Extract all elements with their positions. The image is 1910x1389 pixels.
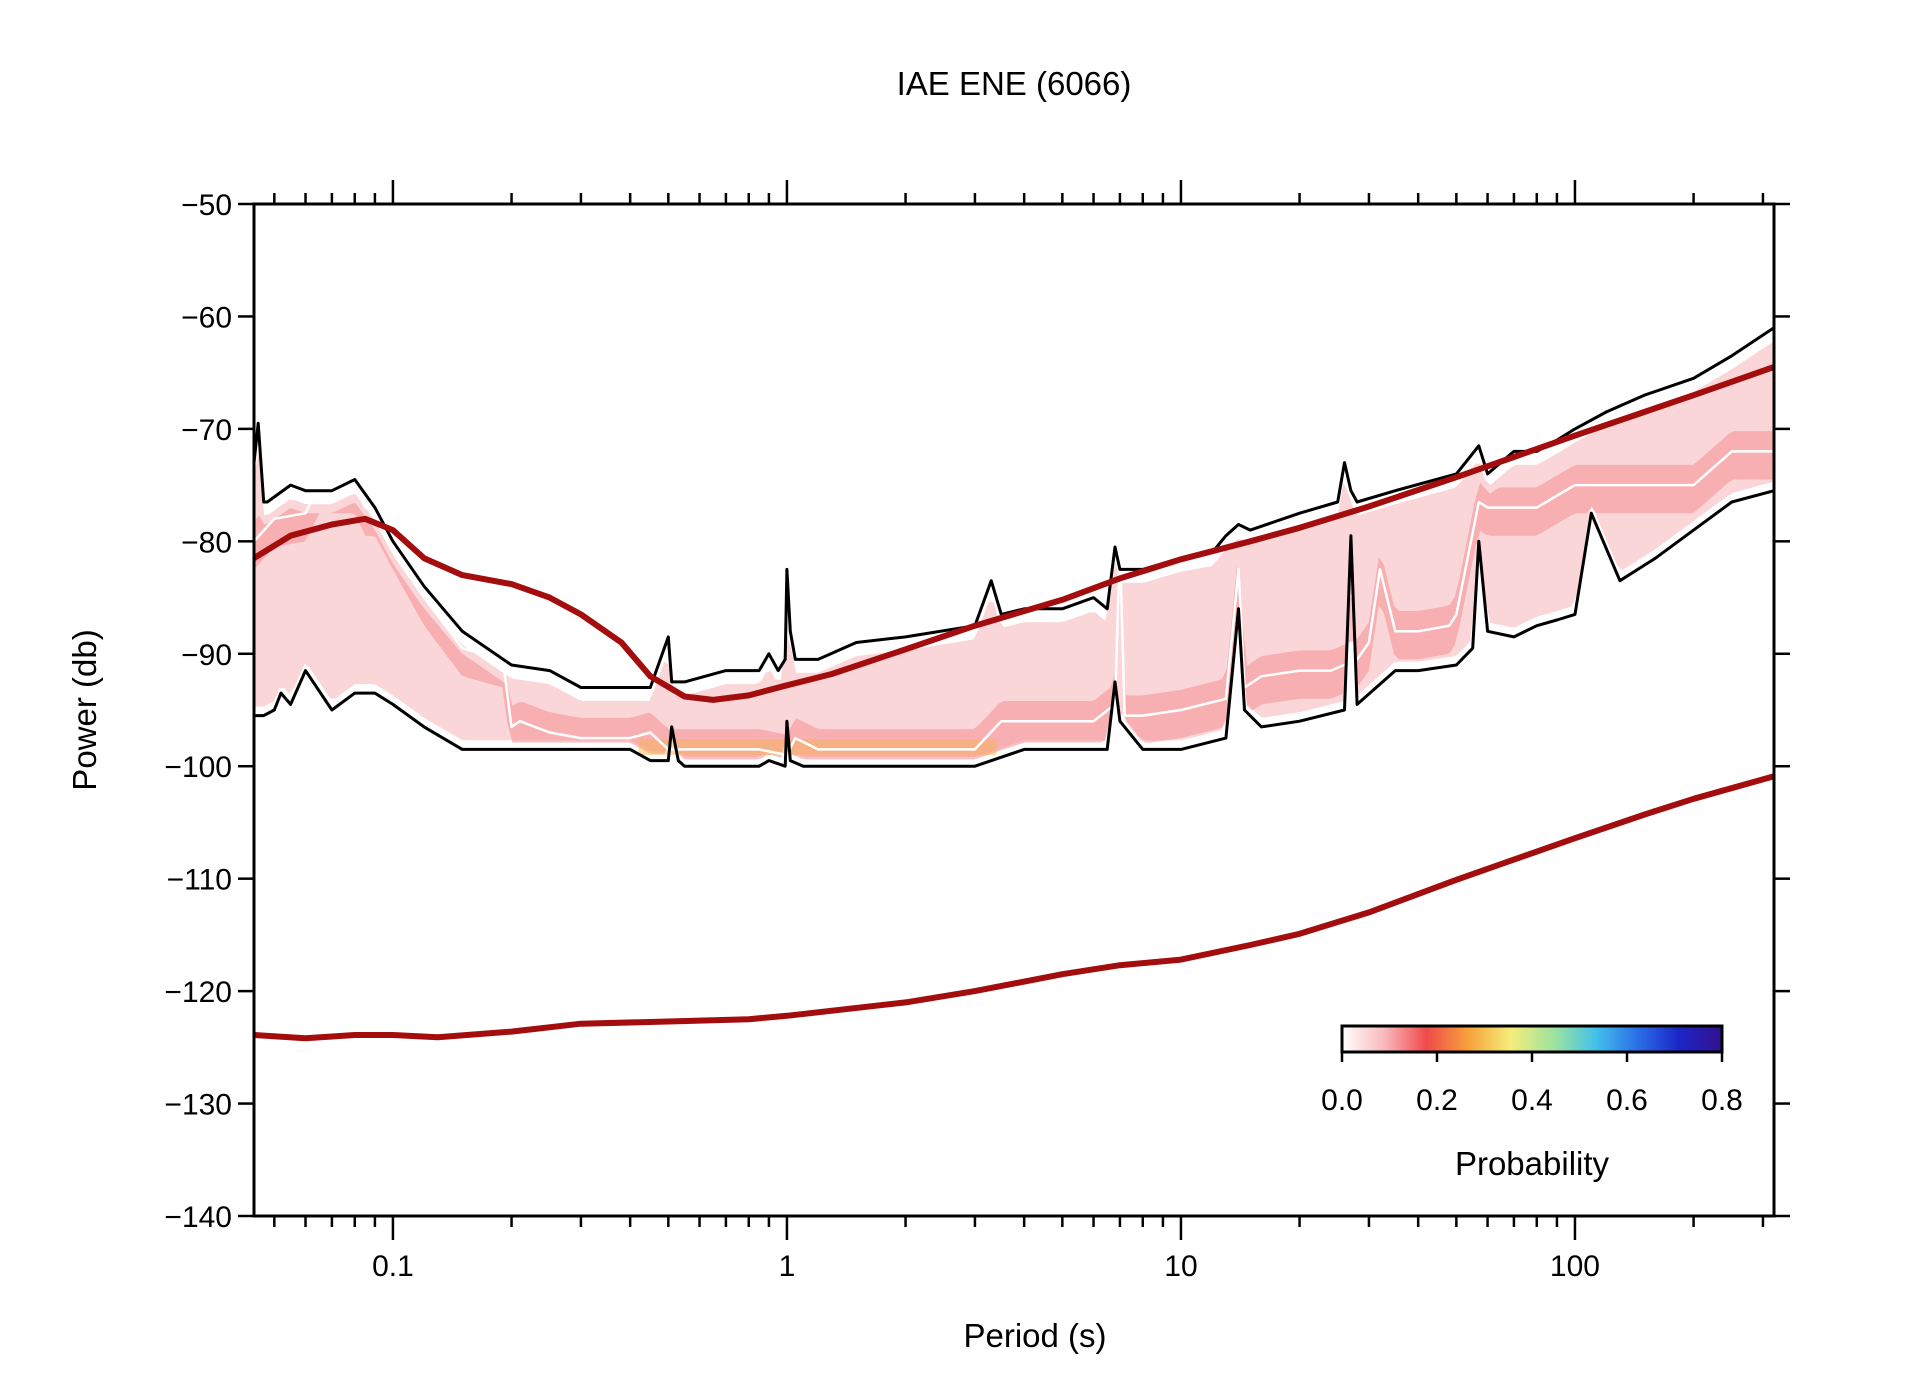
mode-line bbox=[254, 450, 1774, 757]
max-envelope-line bbox=[254, 326, 1774, 689]
colorbar-tick-label: 0.6 bbox=[1606, 1084, 1648, 1117]
y-tick-label: −120 bbox=[164, 976, 232, 1009]
colorbar-tick-label: 0.8 bbox=[1701, 1084, 1743, 1117]
y-tick-label: −80 bbox=[181, 526, 232, 559]
x-tick-label: 10 bbox=[1164, 1250, 1197, 1283]
x-tick-label: 0.1 bbox=[372, 1250, 414, 1283]
probability-peak bbox=[638, 739, 997, 755]
x-tick-label: 1 bbox=[779, 1250, 796, 1283]
plot-frame bbox=[252, 202, 1776, 1218]
probability-density bbox=[254, 341, 1774, 758]
colorbar: 0.0 0.2 0.4 0.6 0.8 Probability bbox=[1321, 1024, 1743, 1182]
x-axis-label: Period (s) bbox=[963, 1317, 1106, 1354]
x-tick-label: 100 bbox=[1550, 1250, 1600, 1283]
y-axis-label: Power (db) bbox=[66, 629, 103, 790]
y-tick-label: −110 bbox=[167, 864, 232, 897]
new-high-noise-model-line bbox=[254, 364, 1774, 703]
colorbar-tick-label: 0.0 bbox=[1321, 1084, 1363, 1117]
colorbar-label: Probability bbox=[1455, 1145, 1610, 1182]
y-tick-label: −60 bbox=[181, 301, 232, 334]
colorbar-tick-label: 0.2 bbox=[1416, 1084, 1458, 1117]
y-tick-label: −90 bbox=[181, 639, 232, 672]
new-low-noise-model-line bbox=[254, 773, 1774, 1042]
y-tick-label: −140 bbox=[164, 1201, 232, 1234]
colorbar-gradient bbox=[1340, 1024, 1724, 1054]
y-tick-label: −130 bbox=[164, 1089, 232, 1122]
min-envelope-line bbox=[254, 489, 1774, 768]
y-tick-label: −100 bbox=[164, 751, 232, 784]
y-tick-label: −50 bbox=[181, 189, 232, 222]
y-tick-label: −70 bbox=[181, 414, 232, 447]
colorbar-tick-label: 0.4 bbox=[1511, 1084, 1553, 1117]
chart-title: IAE ENE (6066) bbox=[897, 65, 1132, 102]
